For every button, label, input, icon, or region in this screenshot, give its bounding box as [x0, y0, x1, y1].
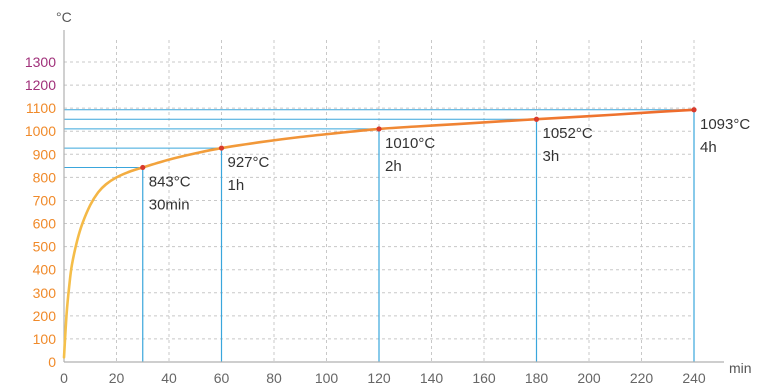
- x-tick-label: 40: [161, 370, 177, 385]
- x-tick-label: 60: [214, 370, 230, 385]
- y-tick-label: 600: [33, 216, 57, 232]
- y-tick-label: 700: [33, 192, 57, 208]
- annotation-time-label: 1h: [228, 177, 245, 194]
- y-tick-label: 1300: [25, 54, 56, 70]
- x-tick-label: 140: [420, 370, 444, 385]
- temperature-curve: [62, 108, 696, 359]
- annotation-time-label: 4h: [700, 139, 717, 156]
- x-tick-label: 240: [682, 370, 706, 385]
- x-tick-label: 180: [525, 370, 549, 385]
- labels: 0100200300400500600700800900100011001200…: [25, 54, 751, 385]
- x-tick-label: 100: [315, 370, 339, 385]
- data-point: [218, 145, 225, 151]
- y-tick-label: 500: [33, 239, 57, 255]
- annotation-temp-label: 1052°C: [543, 125, 593, 142]
- data-points: [140, 107, 697, 171]
- data-point: [140, 164, 146, 171]
- annotation-time-label: 2h: [385, 158, 402, 175]
- annotation-time-label: 30min: [149, 196, 190, 213]
- y-tick-label: 800: [33, 169, 57, 185]
- y-tick-label: 1100: [26, 100, 56, 116]
- y-tick-label: 100: [33, 331, 57, 347]
- y-tick-label: 400: [33, 262, 57, 278]
- annotation-time-label: 3h: [543, 148, 560, 165]
- y-tick-label: 0: [48, 354, 56, 370]
- x-tick-label: 160: [472, 370, 496, 385]
- x-axis-unit: min: [729, 360, 752, 376]
- data-point: [376, 126, 382, 132]
- axes: [63, 30, 724, 363]
- y-tick-label: 1000: [25, 123, 56, 139]
- data-point: [691, 107, 697, 113]
- guide-lines: [64, 109, 695, 362]
- annotation-temp-label: 927°C: [228, 154, 270, 171]
- annotation-temp-label: 1093°C: [700, 116, 750, 133]
- x-tick-label: 200: [577, 370, 601, 385]
- x-tick-label: 80: [266, 370, 282, 385]
- y-tick-label: 300: [33, 285, 57, 301]
- x-tick-label: 20: [109, 370, 125, 385]
- y-tick-label: 200: [33, 308, 57, 324]
- x-tick-label: 120: [367, 370, 391, 385]
- y-tick-label: 1200: [25, 77, 56, 93]
- x-tick-label: 220: [630, 370, 654, 385]
- y-tick-label: 900: [33, 146, 57, 162]
- x-tick-label: 0: [60, 370, 68, 385]
- y-axis-unit: °C: [56, 9, 72, 25]
- annotation-temp-label: 1010°C: [385, 135, 435, 152]
- data-point: [533, 116, 540, 122]
- curve: [62, 108, 696, 359]
- annotation-temp-label: 843°C: [149, 173, 191, 190]
